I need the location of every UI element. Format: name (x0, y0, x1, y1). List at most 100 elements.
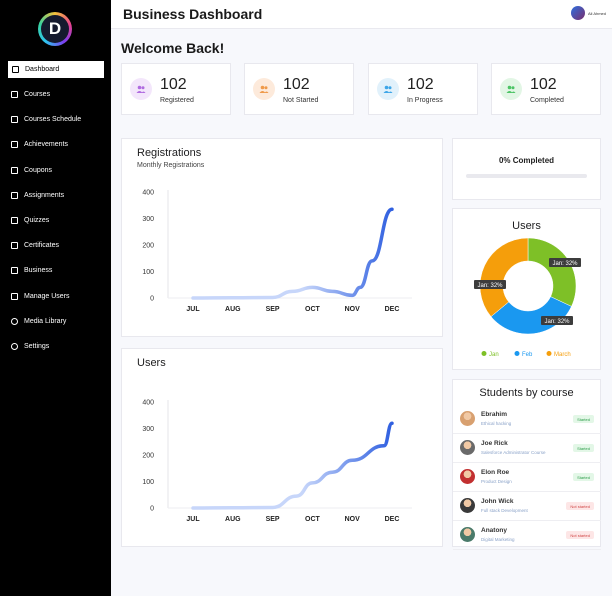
header: Business Dashboard Ali Ahmed (111, 0, 612, 29)
sidebar-item-label: Dashboard (25, 66, 60, 73)
student-row[interactable]: Anatony Digital Marketing Not started (453, 521, 601, 550)
users-donut-chart: Jan: 32% Jan: 32% Jan: 32% Jan Feb March (474, 237, 581, 358)
student-row[interactable]: John Wick Full stack Development Not start… (453, 492, 601, 521)
y-tick-label: 400 (142, 400, 154, 407)
student-row[interactable]: Ebrahim Ethical hacking Started (453, 405, 601, 434)
y-tick-label: 100 (142, 479, 154, 486)
sidebar-item-certificates[interactable]: Certificates (0, 233, 111, 258)
sidebar-item-achievements[interactable]: Achievements (0, 132, 111, 157)
user-menu[interactable]: Ali Ahmed (570, 6, 606, 20)
x-tick-label: SEP (266, 516, 280, 523)
stat-value: 102 (530, 76, 557, 93)
student-name: Anatony (481, 527, 507, 534)
sidebar-item-settings[interactable]: Settings (0, 334, 111, 359)
student-row[interactable]: Joe Rick Salesforce Administrator Course S… (453, 434, 601, 463)
stat-value: 102 (283, 76, 310, 93)
sidebar-item-coupons[interactable]: Coupons (0, 158, 111, 183)
avatar (460, 498, 475, 513)
student-name: John Wick (481, 498, 514, 505)
students-card: Students by course Ebrahim Ethical hackin… (452, 379, 601, 550)
logo-letter: D (41, 15, 69, 43)
student-course: Product Design (481, 479, 512, 484)
y-tick-label: 0 (150, 506, 154, 513)
sidebar-item-courses-schedule[interactable]: Courses Schedule (0, 107, 111, 132)
media-icon (11, 317, 18, 325)
document-icon (11, 267, 18, 275)
stat-card-not-started: 102 Not Started (244, 63, 354, 115)
sidebar-item-courses[interactable]: Courses (0, 82, 111, 107)
sidebar-item-business[interactable]: Business (0, 258, 111, 283)
status-badge: Started (573, 473, 594, 481)
pie-slice (527, 237, 577, 307)
sidebar-item-assignments[interactable]: Assignments (0, 183, 111, 208)
student-course: Full stack Development (481, 508, 528, 513)
completed-card: 0% Completed (452, 138, 601, 200)
x-tick-label: NOV (345, 516, 361, 523)
series-line (191, 207, 394, 300)
sidebar-item-label: Courses Schedule (24, 116, 82, 124)
avatar (460, 440, 475, 455)
sidebar-item-label: Assignments (24, 191, 65, 199)
welcome-heading: Welcome Back! (121, 40, 225, 56)
legend-marker (481, 351, 487, 356)
stat-value: 102 (407, 76, 434, 93)
stat-card-registered: 102 Registered (121, 63, 231, 115)
student-row[interactable]: Elon Roe Product Design Started (453, 463, 601, 492)
x-tick-label: OCT (305, 306, 321, 313)
status-badge: Not started (566, 502, 594, 510)
x-tick-label: JUL (186, 306, 200, 313)
status-badge: Started (573, 444, 594, 452)
sidebar-item-label: Settings (24, 342, 50, 350)
sidebar-item-label: Coupons (24, 166, 53, 174)
stat-card-in-progress: 102 In Progress (368, 63, 478, 115)
logo[interactable]: D (38, 12, 72, 46)
grid-icon (12, 66, 19, 73)
completion-progress-bar (466, 174, 587, 178)
stat-label: Completed (530, 97, 564, 104)
legend-marker (546, 351, 552, 356)
book-icon (11, 91, 18, 99)
stat-label: Not Started (283, 97, 319, 104)
users-icon (377, 78, 399, 100)
users-line-card: Users 0 100 200 300 400 JUL AUG SEP OCT NOV DEC (121, 348, 443, 547)
data-label-bg (549, 258, 581, 267)
data-label: Jan: 32% (552, 261, 578, 267)
legend-label: Jan (489, 352, 499, 358)
x-tick-label: OCT (305, 516, 321, 523)
x-tick-label: JUL (186, 516, 200, 523)
x-tick-label: DEC (385, 516, 400, 523)
users-donut-title: Users (512, 220, 541, 232)
data-label: Jan: 32% (477, 283, 503, 289)
x-tick-label: DEC (385, 306, 400, 313)
ticket-icon (11, 166, 18, 174)
stat-card-completed: 102 Completed (491, 63, 601, 115)
sidebar-item-label: Business (24, 267, 53, 275)
sidebar-item-label: Certificates (24, 242, 60, 250)
student-name: Joe Rick (481, 440, 508, 447)
y-tick-label: 300 (142, 426, 154, 433)
avatar[interactable] (570, 6, 585, 20)
y-tick-label: 100 (142, 269, 154, 276)
users-line-title: Users (137, 357, 166, 369)
sidebar-item-manage-users[interactable]: Manage Users (0, 284, 111, 309)
stat-value: 102 (160, 76, 187, 93)
sidebar-item-quizzes[interactable]: Quizzes (0, 208, 111, 233)
users-icon (500, 78, 522, 100)
student-course: Ethical hacking (481, 421, 512, 426)
student-course: Digital Marketing (481, 537, 515, 542)
sidebar-item-label: Manage Users (24, 292, 70, 300)
clipboard-icon (11, 191, 18, 199)
gear-icon (11, 342, 18, 350)
y-tick-label: 400 (142, 190, 154, 197)
users-donut-card: Users Jan: 32% Jan: 32% Jan: 32% Jan Feb Marc… (452, 208, 601, 370)
student-name: Elon Roe (481, 469, 510, 476)
status-badge: Not started (566, 531, 594, 539)
user-name: Ali Ahmed (587, 10, 606, 16)
student-name: Ebrahim (481, 411, 508, 418)
calendar-icon (11, 116, 18, 124)
sidebar-item-media-library[interactable]: Media Library (0, 309, 111, 334)
certificate-icon (11, 242, 18, 250)
sidebar-item-dashboard[interactable]: Dashboard (8, 61, 104, 78)
users-icon (130, 78, 152, 100)
y-tick-label: 0 (150, 296, 154, 303)
